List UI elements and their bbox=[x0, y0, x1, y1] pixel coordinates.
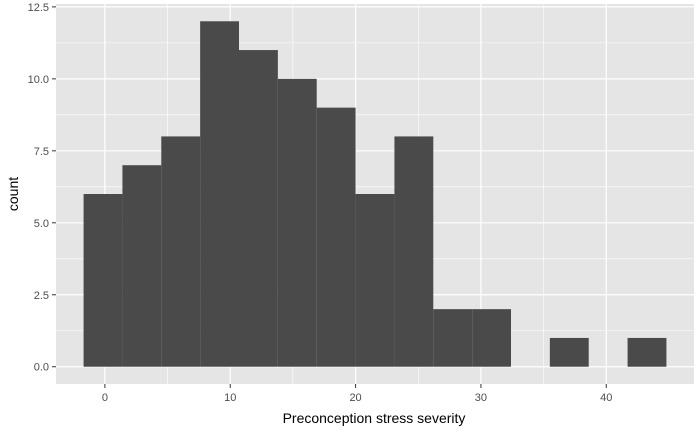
y-tick-label: 0.0 bbox=[34, 362, 49, 374]
histogram-bar bbox=[122, 165, 162, 367]
x-tick-label: 40 bbox=[600, 392, 612, 404]
histogram-bar bbox=[433, 309, 473, 367]
x-tick-label: 0 bbox=[102, 392, 108, 404]
histogram-bars bbox=[83, 21, 667, 367]
histogram-bar bbox=[394, 136, 434, 367]
histogram-bar bbox=[239, 50, 278, 367]
histogram-bar bbox=[627, 337, 667, 367]
histogram-bar bbox=[161, 136, 201, 367]
x-axis: 0 10 20 30 40 bbox=[102, 384, 612, 404]
y-tick-label: 2.5 bbox=[34, 290, 49, 302]
x-tick-label: 10 bbox=[224, 392, 236, 404]
x-tick-label: 20 bbox=[349, 392, 361, 404]
histogram-bar bbox=[316, 107, 356, 367]
y-tick-label: 10.0 bbox=[28, 74, 49, 86]
y-axis: 0.0 2.5 5.0 7.5 10.0 12.5 bbox=[28, 2, 56, 374]
x-tick-label: 30 bbox=[475, 392, 487, 404]
y-tick-label: 7.5 bbox=[34, 146, 49, 158]
histogram-bar bbox=[355, 194, 395, 367]
x-axis-title: Preconception stress severity bbox=[283, 410, 466, 426]
histogram-bar bbox=[83, 194, 123, 367]
y-tick-label: 12.5 bbox=[28, 2, 49, 14]
histogram-bar bbox=[200, 21, 240, 367]
y-axis-title: count bbox=[5, 177, 21, 211]
histogram-bar bbox=[472, 309, 511, 367]
histogram-bar bbox=[277, 78, 317, 367]
histogram-bar bbox=[549, 337, 589, 367]
y-tick-label: 5.0 bbox=[34, 218, 49, 230]
